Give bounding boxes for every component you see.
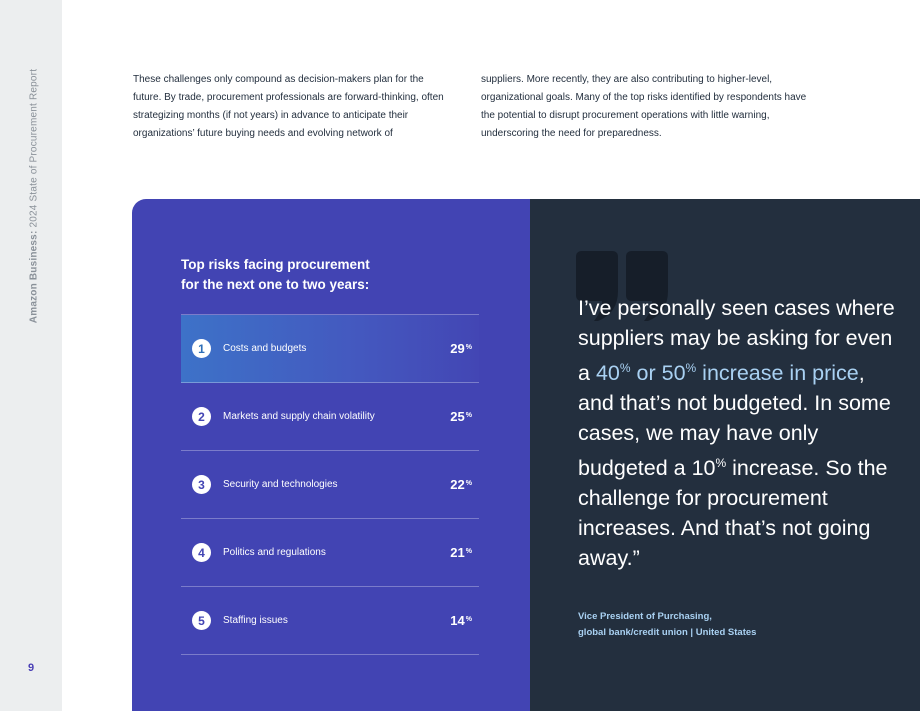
intro-column-1: These challenges only compound as decisi…	[133, 74, 444, 139]
rank-badge: 2	[192, 407, 211, 426]
percent-sign: %	[619, 361, 631, 375]
highlight-value-1: 40	[595, 361, 620, 385]
risk-row: 3 Security and technologies 22%	[181, 451, 479, 519]
rank-badge: 3	[192, 475, 211, 494]
risk-list: 1 Costs and budgets 29% 2 Markets and su…	[181, 314, 479, 655]
percent-sign: %	[715, 456, 727, 470]
risk-percentage: 22%	[450, 477, 472, 492]
percent-sign: %	[465, 548, 472, 555]
risk-label: Security and technologies	[223, 479, 338, 490]
attribution-line-1: Vice President of Purchasing,	[578, 611, 712, 622]
intro-column-2: suppliers. More recently, they are also …	[481, 74, 807, 139]
percent-sign: %	[465, 344, 472, 351]
quote-attribution: Vice President of Purchasing, global ban…	[578, 609, 878, 641]
highlight-value-3: increase in price	[696, 361, 859, 385]
rank-badge: 1	[192, 339, 211, 358]
sidebar: Amazon Business: 2024 State of Procureme…	[0, 0, 62, 711]
risk-value: 25	[450, 409, 465, 424]
risks-title-line2: for the next one to two years:	[181, 277, 370, 292]
risk-label: Markets and supply chain volatility	[223, 411, 375, 422]
risks-panel: Top risks facing procurement for the nex…	[132, 199, 530, 711]
quote-text: I’ve personally seen cases where supplie…	[578, 293, 898, 573]
risk-value: 14	[450, 613, 465, 628]
percent-sign: %	[465, 616, 472, 623]
risk-percentage: 14%	[450, 613, 472, 628]
highlight-value-2: or 50	[636, 361, 686, 385]
report-title: Amazon Business: 2024 State of Procureme…	[29, 69, 40, 323]
percent-sign: %	[465, 480, 472, 487]
percent-sign: %	[465, 412, 472, 419]
quote-part-2: , and that’s not budgeted. In some cases…	[578, 361, 891, 480]
quotation-mark-icon	[576, 251, 668, 321]
page-number: 9	[27, 662, 35, 674]
attribution-line-2: global bank/credit union | United States	[578, 627, 757, 638]
risk-label: Staffing issues	[223, 615, 288, 626]
risk-value: 22	[450, 477, 465, 492]
report-title-brand: Amazon Business:	[28, 230, 40, 324]
risk-row: 4 Politics and regulations 21%	[181, 519, 479, 587]
rank-badge: 5	[192, 611, 211, 630]
risk-value: 29	[450, 341, 465, 356]
risk-row: 1 Costs and budgets 29%	[181, 315, 479, 383]
risk-row: 5 Staffing issues 14%	[181, 587, 479, 655]
percent-sign: %	[685, 361, 697, 375]
risk-percentage: 21%	[450, 545, 472, 560]
risk-percentage: 29%	[450, 341, 472, 356]
report-title-rest: 2024 State of Procurement Report	[28, 68, 40, 231]
quote-part-3: increase. So the challenge for procureme…	[578, 456, 888, 570]
rank-badge: 4	[192, 543, 211, 562]
quote-highlight: 40% or 50% increase in price	[596, 361, 859, 385]
risks-title: Top risks facing procurement for the nex…	[181, 255, 441, 295]
risk-row: 2 Markets and supply chain volatility 25…	[181, 383, 479, 451]
risk-value: 21	[450, 545, 465, 560]
risk-label: Politics and regulations	[223, 547, 326, 558]
quote-part-1: I’ve personally seen cases where supplie…	[578, 296, 895, 385]
risk-label: Costs and budgets	[223, 343, 307, 354]
risk-percentage: 25%	[450, 409, 472, 424]
risks-title-line1: Top risks facing procurement	[181, 257, 370, 272]
quote-panel: I’ve personally seen cases where supplie…	[530, 199, 920, 711]
